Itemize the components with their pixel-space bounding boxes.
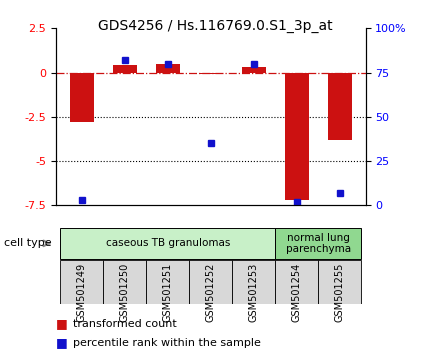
Text: GDS4256 / Hs.116769.0.S1_3p_at: GDS4256 / Hs.116769.0.S1_3p_at <box>98 19 332 34</box>
Bar <box>199 73 223 74</box>
FancyBboxPatch shape <box>103 260 146 304</box>
FancyBboxPatch shape <box>232 260 275 304</box>
Text: ■: ■ <box>56 318 68 330</box>
Text: cell type: cell type <box>4 238 52 249</box>
FancyBboxPatch shape <box>318 260 361 304</box>
Text: GSM501252: GSM501252 <box>206 262 216 322</box>
FancyBboxPatch shape <box>275 228 361 258</box>
Text: GSM501255: GSM501255 <box>335 262 345 322</box>
Bar <box>285 73 309 200</box>
Bar <box>242 67 266 73</box>
Bar <box>156 64 180 73</box>
FancyBboxPatch shape <box>275 260 318 304</box>
FancyBboxPatch shape <box>146 260 189 304</box>
Text: percentile rank within the sample: percentile rank within the sample <box>73 338 261 348</box>
FancyBboxPatch shape <box>60 228 275 258</box>
Text: GSM501251: GSM501251 <box>163 262 173 322</box>
FancyBboxPatch shape <box>189 260 232 304</box>
Bar <box>113 65 137 73</box>
Text: GSM501253: GSM501253 <box>249 262 259 322</box>
Text: GSM501249: GSM501249 <box>77 262 87 321</box>
Text: normal lung
parenchyma: normal lung parenchyma <box>286 233 351 254</box>
FancyBboxPatch shape <box>60 260 103 304</box>
Text: ■: ■ <box>56 336 68 349</box>
Text: GSM501250: GSM501250 <box>120 262 130 322</box>
Text: caseous TB granulomas: caseous TB granulomas <box>105 238 230 249</box>
Bar <box>70 73 94 122</box>
Bar <box>328 73 352 140</box>
Text: GSM501254: GSM501254 <box>292 262 302 322</box>
Text: transformed count: transformed count <box>73 319 177 329</box>
